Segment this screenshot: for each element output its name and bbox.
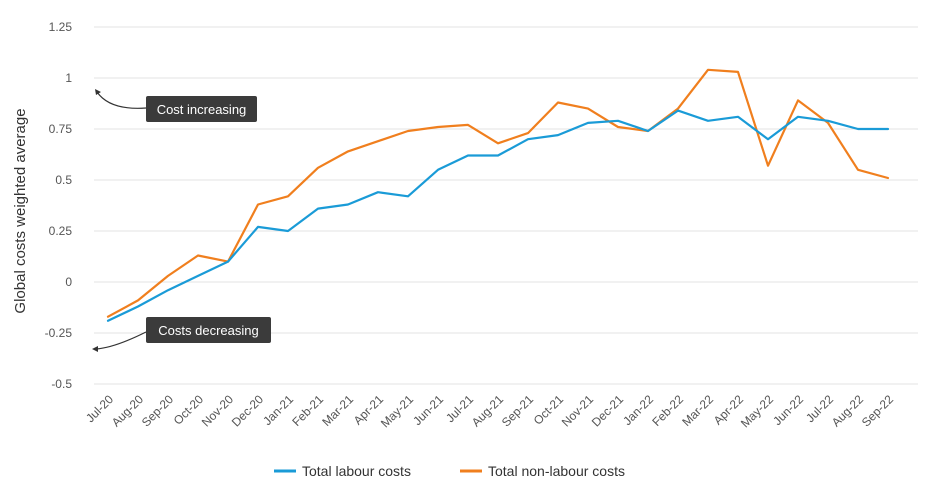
annotation-cost-increasing: Cost increasing [95,89,257,122]
arrowhead-icon [92,346,98,352]
annotation-box-increasing [146,96,257,122]
y-tick-label: -0.5 [51,377,72,391]
x-tick-label: Mar-21 [319,392,356,429]
x-tick-label: Dec-21 [589,392,626,429]
legend: Total labour costs Total non-labour cost… [274,463,625,479]
x-tick-label: Jun-21 [410,392,446,428]
x-tick-label: Aug-21 [469,392,506,429]
x-tick-label: May-22 [738,392,776,430]
x-tick-label: Sep-22 [859,392,896,429]
x-tick-label: Sep-20 [139,392,176,429]
annotation-arrow-up [96,91,147,109]
annotation-costs-decreasing: Costs decreasing [92,317,271,352]
y-tick-label: 1.25 [49,20,73,34]
annotation-arrow-down [95,331,147,350]
x-tick-label: Nov-20 [199,392,236,429]
x-tick-label: Jan-21 [260,392,296,428]
legend-label-labour: Total labour costs [302,463,411,479]
x-tick-label: Jun-22 [770,392,806,428]
x-tick-label: Feb-22 [649,392,686,429]
y-tick-label: -0.25 [45,326,73,340]
y-axis-ticks: 1.25 1 0.75 0.5 0.25 0 -0.25 -0.5 [45,20,73,391]
x-tick-label: Jan-22 [620,392,656,428]
x-tick-label: Aug-22 [829,392,866,429]
arrowhead-icon [95,89,101,95]
x-tick-label: Mar-22 [679,392,716,429]
y-tick-label: 0.5 [55,173,72,187]
series-line-non-labour [106,68,890,318]
x-tick-label: May-21 [378,392,416,430]
x-tick-label: Feb-21 [289,392,326,429]
x-tick-label: Dec-20 [229,392,266,429]
y-tick-label: 0 [65,275,72,289]
annotation-text-decreasing: Costs decreasing [158,323,258,338]
y-axis-label: Global costs weighted average [12,108,29,313]
y-tick-label: 0.25 [49,224,73,238]
y-tick-label: 1 [65,71,72,85]
series-line-labour [106,109,890,322]
x-tick-label: Aug-20 [109,392,146,429]
x-tick-label: Nov-21 [559,392,596,429]
annotation-text-increasing: Cost increasing [157,102,247,117]
y-tick-label: 0.75 [49,122,73,136]
legend-label-non-labour: Total non-labour costs [488,463,625,479]
annotation-box-decreasing [146,317,271,343]
series-lines [106,68,890,322]
x-tick-label: Sep-21 [499,392,536,429]
x-axis-ticks: Jul-20Aug-20Sep-20Oct-20Nov-20Dec-20Jan-… [83,392,896,430]
